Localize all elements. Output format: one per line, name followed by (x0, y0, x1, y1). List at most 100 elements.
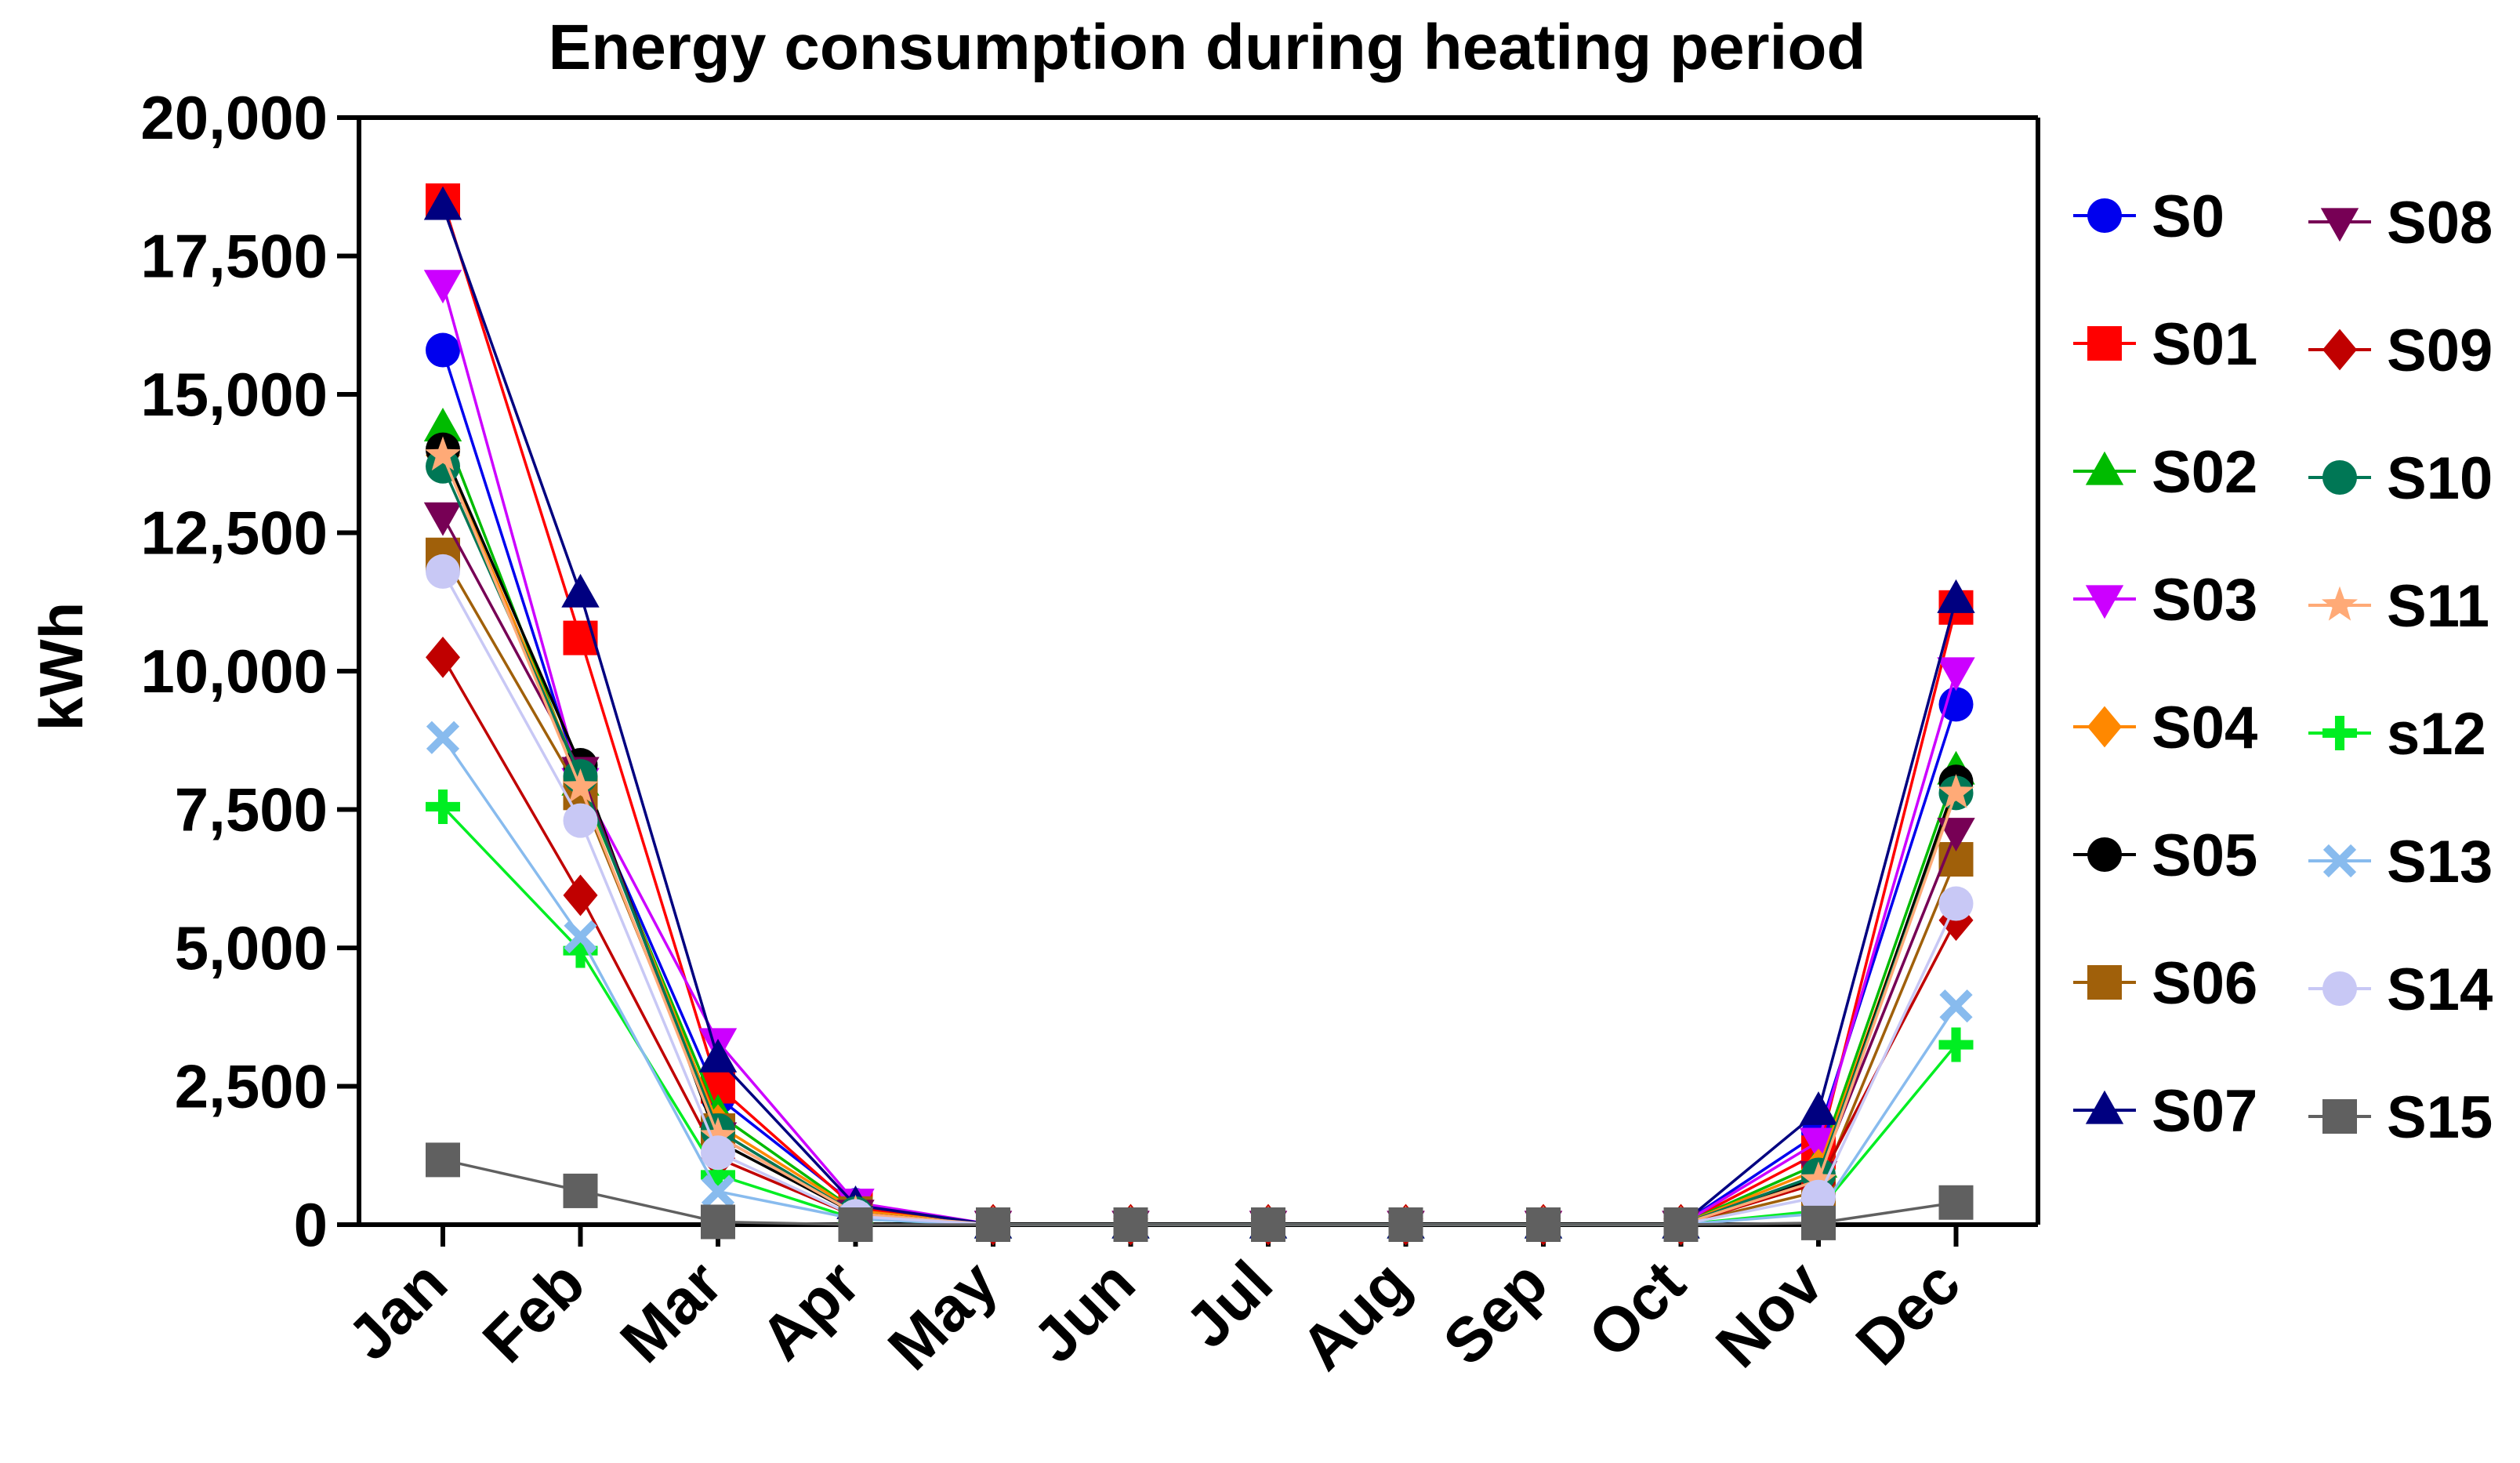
legend-label: S13 (2387, 829, 2493, 895)
series-line (441, 349, 1958, 1226)
data-point (698, 1038, 738, 1073)
data-point (976, 1207, 1010, 1242)
data-point (701, 1135, 735, 1171)
data-point (1938, 774, 1974, 808)
legend-label: S03 (2152, 567, 2257, 633)
y-tick-label: 7,500 (175, 775, 328, 844)
series-line (441, 205, 1958, 1226)
data-point (423, 186, 462, 220)
legend-item-s02: S02 (2073, 439, 2257, 506)
series-s14 (426, 554, 1974, 1242)
legend-marker (2322, 1099, 2357, 1134)
legend-label: S05 (2152, 822, 2257, 889)
data-point (563, 620, 598, 655)
series-group (423, 183, 1975, 1246)
legend-marker (2087, 326, 2122, 361)
series-s03 (423, 270, 1975, 1245)
series-s02 (423, 408, 1975, 1239)
data-point (1938, 1027, 1974, 1062)
data-point (564, 920, 597, 953)
legend-marker (2087, 198, 2122, 233)
x-tick-label: Jan (335, 1247, 460, 1373)
legend-marker (2322, 460, 2357, 495)
series-s11 (425, 436, 1974, 1240)
data-point (1800, 1161, 1837, 1196)
legend-label: S04 (2152, 695, 2257, 761)
legend-label: S02 (2152, 439, 2257, 506)
legend-marker (2085, 451, 2124, 485)
data-point (562, 768, 599, 803)
legend-label: s12 (2387, 701, 2486, 768)
legend-item-s08: S08 (2308, 190, 2493, 256)
data-point (423, 408, 462, 441)
x-tick-label: Feb (470, 1247, 598, 1376)
data-point (426, 1142, 460, 1178)
data-point (1251, 1207, 1285, 1242)
series-line (442, 1158, 1956, 1226)
legend-item-s13: S13 (2308, 829, 2493, 895)
series-line (441, 455, 1958, 1226)
legend-marker (2087, 965, 2122, 1000)
x-tick-label: May (875, 1247, 1010, 1383)
legend-marker (2322, 971, 2357, 1006)
data-point (1799, 1127, 1838, 1162)
data-point (1663, 1207, 1699, 1242)
series-line (441, 736, 1957, 1226)
legend-label: S11 (2387, 573, 2489, 640)
legend-item-s07: S07 (2073, 1078, 2257, 1145)
data-point (426, 789, 460, 824)
data-point (426, 636, 460, 678)
series-line (441, 448, 1958, 1226)
series-line (441, 554, 1958, 1226)
legend-label: S10 (2387, 445, 2493, 512)
data-point (701, 1204, 735, 1240)
legend-marker (2087, 837, 2122, 872)
data-point (426, 332, 460, 368)
series-line (441, 200, 1958, 1226)
y-tick-label: 10,000 (140, 637, 328, 706)
legend-label: S01 (2152, 311, 2257, 378)
legend-label: S07 (2152, 1078, 2257, 1145)
data-point (1799, 1091, 1838, 1125)
x-tick-label: Dec (1843, 1247, 1974, 1378)
data-point (425, 436, 461, 471)
y-tick-label: 17,500 (140, 222, 328, 291)
legend-item-s11: S11 (2308, 573, 2489, 640)
data-point (1801, 1179, 1836, 1214)
series-s15 (426, 1142, 1974, 1242)
x-tick-label: Aug (1288, 1247, 1423, 1383)
y-axis-label: kWh (27, 602, 96, 732)
series-s08 (423, 502, 1975, 1245)
y-tick-label: 2,500 (175, 1052, 328, 1121)
series-s01 (426, 183, 1974, 1242)
axes: 0 2,500 5,000 7,500 10,000 12,500 15,000 17,500… (140, 83, 2040, 1383)
x-tick-label: Nov (1702, 1247, 1836, 1381)
data-point (1801, 1205, 1836, 1240)
data-point (1113, 1207, 1148, 1242)
x-tick-label: Apr (747, 1247, 872, 1373)
series-line (441, 455, 1958, 1226)
y-tick-label: 20,000 (140, 83, 328, 152)
data-point (700, 1116, 736, 1152)
series-line (441, 466, 1958, 1226)
data-point (1938, 886, 1974, 921)
legend-marker (2322, 329, 2357, 371)
series-s04 (426, 434, 1974, 1246)
series-line (441, 515, 1958, 1226)
data-point (1388, 1207, 1423, 1242)
legend-item-s03: S03 (2073, 567, 2257, 633)
legend-marker (2320, 208, 2359, 242)
x-tick-label: Sep (1430, 1247, 1561, 1378)
series-s0 (426, 332, 1974, 1242)
data-point (1938, 1185, 1974, 1220)
legend-item-s09: S09 (2308, 318, 2493, 384)
series-s07 (423, 186, 1975, 1239)
data-point (563, 803, 598, 838)
data-point (423, 502, 462, 536)
data-point (563, 874, 598, 917)
legend-marker (2322, 586, 2358, 621)
legend-label: S14 (2387, 957, 2493, 1023)
legend-marker (2085, 1090, 2124, 1124)
series-line (441, 656, 1958, 1226)
legend-item-s12: s12 (2308, 701, 2486, 768)
